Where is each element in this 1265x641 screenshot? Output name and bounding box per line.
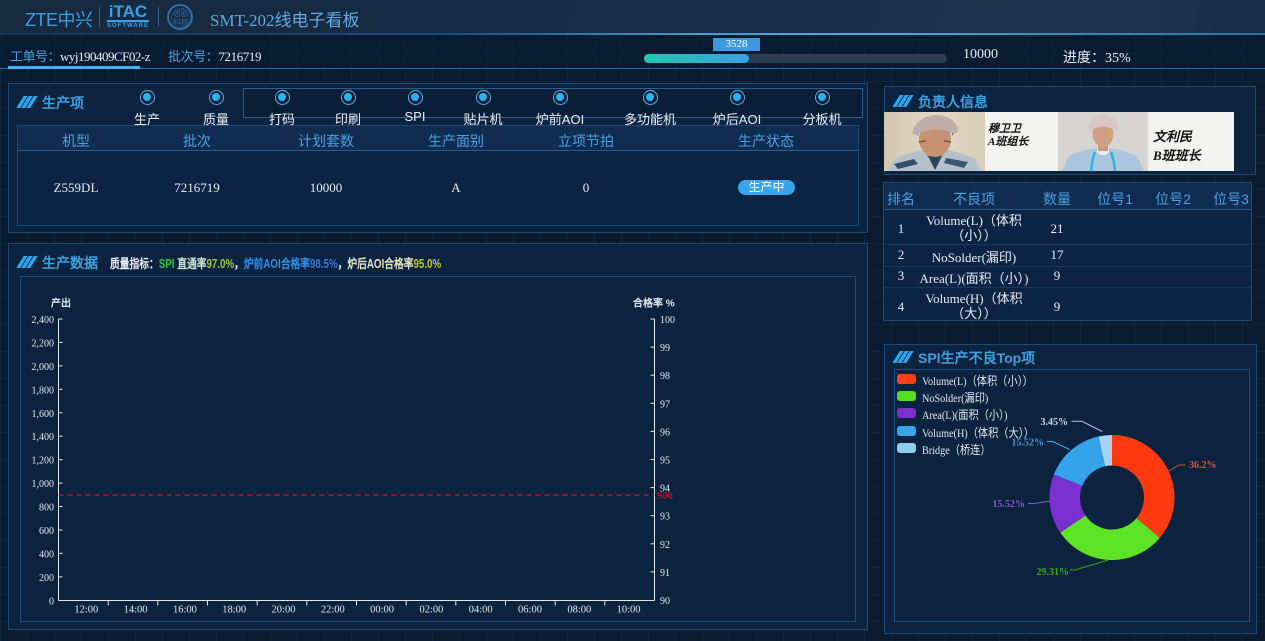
- svg-text:29.31%: 29.31%: [1037, 567, 1070, 578]
- svg-text:1,400: 1,400: [32, 432, 55, 443]
- svg-text:10:00: 10:00: [617, 605, 641, 616]
- svg-text:400: 400: [39, 549, 54, 560]
- svg-text:14:00: 14:00: [124, 605, 148, 616]
- svg-text:22:00: 22:00: [321, 605, 345, 616]
- svg-text:12:00: 12:00: [74, 605, 98, 616]
- svg-text:1,200: 1,200: [32, 456, 55, 467]
- svg-text:900: 900: [657, 491, 673, 502]
- svg-text:3.45%: 3.45%: [1041, 417, 1069, 428]
- svg-text:1,800: 1,800: [32, 385, 55, 396]
- svg-text:2,200: 2,200: [32, 338, 55, 349]
- svg-text:1,600: 1,600: [32, 409, 55, 420]
- svg-text:06:00: 06:00: [518, 605, 542, 616]
- svg-text:04:00: 04:00: [469, 605, 493, 616]
- svg-text:16:00: 16:00: [173, 605, 197, 616]
- svg-text:产出: 产出: [51, 297, 71, 310]
- svg-text:600: 600: [39, 526, 54, 537]
- svg-text:02:00: 02:00: [419, 605, 443, 616]
- svg-text:97: 97: [660, 399, 670, 410]
- svg-text:20:00: 20:00: [272, 605, 296, 616]
- svg-text:95: 95: [660, 456, 670, 467]
- svg-text:90: 90: [660, 596, 670, 607]
- svg-text:15.52%: 15.52%: [1012, 438, 1045, 449]
- svg-text:18:00: 18:00: [222, 605, 246, 616]
- svg-text:1,000: 1,000: [32, 479, 55, 490]
- svg-text:08:00: 08:00: [567, 605, 591, 616]
- svg-text:98: 98: [660, 371, 670, 382]
- svg-text:91: 91: [660, 568, 670, 579]
- svg-text:0: 0: [49, 596, 54, 607]
- svg-text:94: 94: [660, 484, 670, 495]
- svg-text:92: 92: [660, 540, 670, 551]
- svg-text:800: 800: [39, 503, 54, 514]
- svg-text:15.52%: 15.52%: [993, 499, 1026, 510]
- svg-text:100: 100: [660, 315, 675, 326]
- svg-text:2,400: 2,400: [32, 315, 55, 326]
- svg-text:36.2%: 36.2%: [1189, 460, 1217, 471]
- svg-text:合格率 %: 合格率 %: [632, 297, 675, 310]
- svg-text:96: 96: [660, 427, 670, 438]
- svg-text:93: 93: [660, 512, 670, 523]
- svg-text:99: 99: [660, 343, 670, 354]
- svg-text:200: 200: [39, 573, 54, 584]
- svg-text:00:00: 00:00: [370, 605, 394, 616]
- svg-text:2,000: 2,000: [32, 362, 55, 373]
